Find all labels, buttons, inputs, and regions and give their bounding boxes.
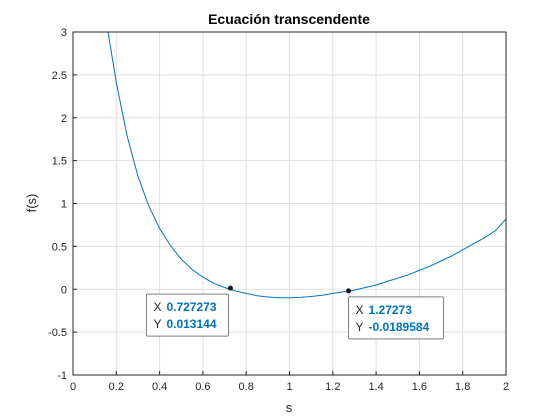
y-tick-label: -0.5 [48,327,67,339]
data-tip-box [145,293,229,337]
data-tip-y-value: 0.013144 [166,317,216,331]
y-tick-label: -1 [57,370,67,382]
y-tick-label: 3 [61,27,67,39]
x-tick-label: 0.4 [152,381,167,393]
data-tip-x-key: X [153,300,161,314]
y-tick-label: 2.5 [52,70,67,82]
y-tick-label: 0 [61,284,67,296]
x-tick-label: 1.4 [368,381,383,393]
y-tick-label: 1 [61,199,67,211]
x-tick-label: 1.2 [325,381,340,393]
y-tick-label: 1.5 [52,156,67,168]
x-tick-label: 0.6 [195,381,210,393]
data-tip-y-value: -0.0189584 [369,320,430,334]
data-tip-marker [346,288,352,294]
data-tip-x-value: 1.27273 [369,303,413,317]
y-tick-label: 2 [61,113,67,125]
x-tick-label: 1 [286,381,292,393]
y-axis-label: f(s) [24,194,39,213]
data-tip-y-key: Y [356,320,364,334]
data-tip-x-key: X [356,303,364,317]
data-tips: X 0.727273 Y 0.013144 X 1.27273 Y -0.0189584 [145,285,445,340]
data-tip-y-key: Y [153,317,161,331]
y-tick-label: 0.5 [52,241,67,253]
plot-area [107,32,506,299]
x-tick-label: 0.8 [239,381,254,393]
x-tick-label: 2 [503,381,509,393]
y-axis-ticks: -1 -0.5 0 0.5 1 1.5 2 2.5 3 [48,27,77,382]
x-axis-ticks: 0 0.2 0.4 0.6 0.8 1 1.2 1.4 1.6 1.8 2 [70,371,509,393]
x-tick-label: 1.8 [455,381,470,393]
x-tick-label: 1.6 [412,381,427,393]
chart-title: Ecuación transcendente [208,11,370,27]
data-tip-x-value: 0.727273 [166,300,216,314]
data-tip-marker [227,285,233,291]
data-tip-box [348,296,445,340]
x-axis-label: s [286,400,293,415]
x-tick-label: 0 [70,381,76,393]
series-line [107,32,506,299]
x-tick-label: 0.2 [109,381,124,393]
